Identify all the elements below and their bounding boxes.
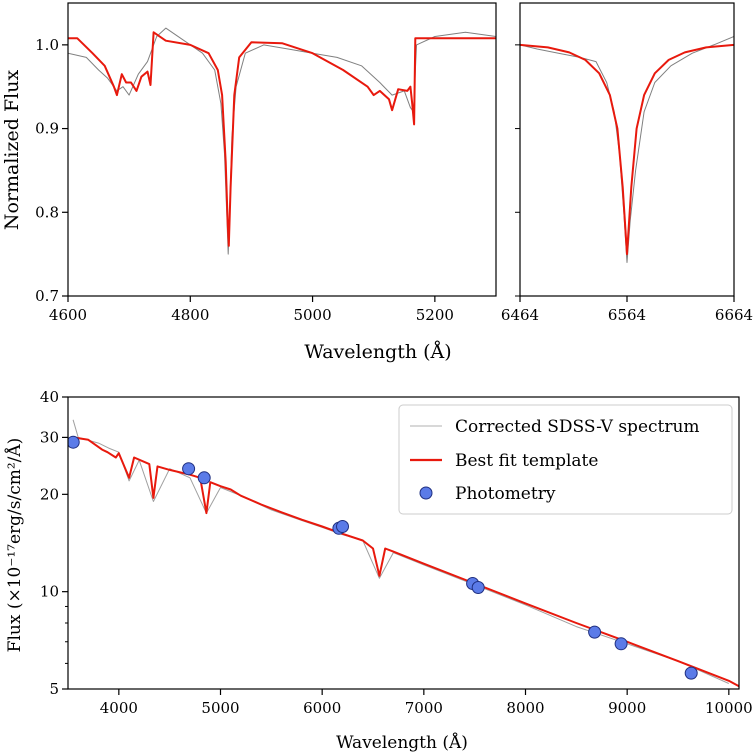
x-tick-label: 6664 (715, 306, 753, 324)
top-left-y-axis-label: Normalized Flux (1, 70, 23, 231)
legend-template-label: Best fit template (455, 451, 598, 471)
x-tick-label: 8000 (506, 699, 544, 717)
photometry-point (336, 520, 349, 533)
top-right-model-template-line (520, 43, 734, 256)
legend-spectrum-label: Corrected SDSS-V spectrum (455, 417, 700, 437)
x-tick-label: 4000 (100, 699, 138, 717)
y-tick-label: 20 (40, 485, 59, 503)
bottom-series (68, 419, 739, 688)
y-tick-label: 30 (40, 428, 59, 446)
panel-top-right: 6464 6564 6664 (501, 2, 753, 324)
top-right-ticks: 6464 6564 6664 (501, 44, 753, 324)
photometry-point (614, 637, 628, 651)
panel-bottom: 4000 5000 6000 7000 8000 9000 10000 5 10 20 30 40 W… (4, 388, 753, 753)
x-tick-label: 6000 (303, 699, 341, 717)
x-tick-label: 5200 (416, 306, 454, 324)
top-left-axes-frame (67, 2, 497, 297)
y-tick-label: 5 (49, 680, 59, 698)
top-right-series (520, 36, 734, 263)
x-tick-label: 4600 (49, 306, 87, 324)
photometry-point (197, 471, 211, 485)
x-tick-label: 6464 (501, 306, 539, 324)
y-tick-label: 0.7 (35, 287, 59, 305)
bottom-y-axis-label: Flux (×10⁻¹⁷erg/s/cm²/Å) (4, 438, 25, 653)
top-left-series (68, 27, 496, 255)
photometry-point (588, 625, 602, 639)
bottom-x-axis-label: Wavelength (Å) (336, 732, 468, 753)
x-tick-label: 5000 (201, 699, 239, 717)
top-x-axis-label: Wavelength (Å) (304, 341, 451, 363)
y-tick-label: 0.8 (35, 203, 59, 221)
y-tick-label: 40 (40, 388, 59, 406)
bottom-axes-frame (67, 396, 740, 690)
panel-top-left: 4600 4800 5000 5200 0.7 0.8 0.9 1.0 Normalized … (1, 2, 497, 324)
top-left-ticks: 4600 4800 5000 5200 0.7 0.8 0.9 1.0 (35, 36, 454, 324)
x-tick-label: 6564 (608, 306, 646, 324)
x-tick-label: 9000 (608, 699, 646, 717)
photometry-point (471, 581, 485, 594)
photometry-point (684, 666, 698, 680)
x-tick-label: 7000 (405, 699, 443, 717)
y-tick-label: 1.0 (35, 36, 59, 54)
x-tick-label: 4800 (171, 306, 209, 324)
photometry-point (68, 435, 80, 449)
x-tick-label: 5000 (293, 306, 331, 324)
photometry-point (182, 462, 196, 476)
legend-photometry-label: Photometry (455, 484, 556, 504)
x-tick-label: 10000 (705, 699, 753, 717)
y-tick-label: 10 (40, 583, 59, 601)
legend-photometry-swatch (419, 486, 433, 500)
top-left-observed-spectrum-line (68, 27, 496, 255)
top-left-model-template-line (68, 31, 496, 247)
y-tick-label: 0.9 (35, 120, 59, 138)
legend-box (398, 404, 733, 515)
bottom-ticks: 4000 5000 6000 7000 8000 9000 10000 5 10 20 30 40 (40, 388, 753, 717)
legend: Corrected SDSS-V spectrum Best fit templ… (398, 404, 733, 515)
top-right-observed-spectrum-line (520, 36, 734, 263)
